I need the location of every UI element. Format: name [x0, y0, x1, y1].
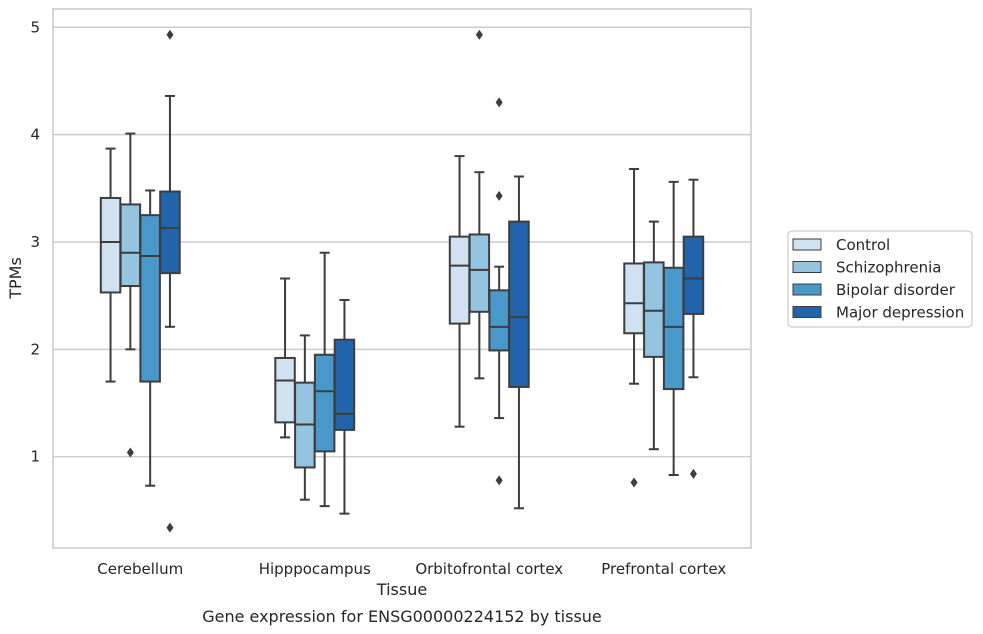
- outlier-point: [630, 477, 638, 488]
- y-tick-label: 4: [30, 126, 40, 144]
- outlier-point: [166, 29, 174, 40]
- x-tick-labels: Cerebellum Hipppocampus Orbitofrontal cort…: [97, 560, 726, 578]
- box-plot: [99, 147, 122, 383]
- x-tick-label: Orbitofrontal cortex: [415, 560, 563, 578]
- legend-swatch: [792, 283, 822, 296]
- y-tick-label: 2: [30, 340, 40, 358]
- y-axis-label: TPMs: [6, 257, 25, 300]
- box-plot: [643, 220, 665, 451]
- box-plot: [508, 175, 530, 510]
- box-plot: [623, 167, 645, 488]
- x-tick-label: Prefrontal cortex: [601, 560, 726, 578]
- iqr-box: [119, 203, 142, 288]
- x-tick-label: Hipppocampus: [259, 560, 371, 578]
- box-plot: [662, 180, 685, 476]
- box-plot: [139, 189, 161, 487]
- box-plot: [119, 132, 142, 458]
- outlier-point: [495, 475, 503, 486]
- outlier-point: [495, 190, 503, 201]
- iqr-box: [623, 262, 645, 335]
- iqr-box: [139, 214, 161, 383]
- iqr-box: [468, 233, 491, 313]
- x-tick-label: Cerebellum: [97, 560, 183, 578]
- box-plot: [682, 178, 705, 479]
- iqr-box: [159, 190, 181, 275]
- outlier-point: [126, 447, 134, 458]
- box-plot: [448, 155, 471, 428]
- box-plot: [159, 29, 181, 533]
- iqr-box: [448, 235, 471, 325]
- iqr-box: [488, 289, 510, 352]
- y-tick-label: 1: [30, 448, 40, 466]
- box-plot: [468, 29, 491, 380]
- y-tick-label: 5: [30, 18, 40, 36]
- outlier-point: [475, 29, 483, 40]
- legend: Control Schizophrenia Bipolar disorder Majo…: [787, 230, 973, 328]
- outlier-point: [166, 522, 174, 533]
- iqr-box: [313, 353, 336, 453]
- legend-label: Schizophrenia: [836, 259, 941, 277]
- box-plot: [274, 277, 296, 439]
- plot-frame: [52, 8, 752, 549]
- legend-label: Control: [836, 236, 890, 254]
- legend-box: [787, 230, 973, 328]
- box-plot: [294, 334, 316, 501]
- iqr-box: [508, 220, 530, 388]
- iqr-box: [682, 235, 705, 315]
- iqr-box: [333, 338, 356, 431]
- iqr-box: [99, 196, 122, 294]
- iqr-box: [643, 261, 665, 358]
- legend-label: Major depression: [836, 304, 964, 322]
- x-axis-label: Tissue: [376, 580, 427, 599]
- box-plot-area: [99, 29, 705, 533]
- legend-swatch: [792, 306, 822, 318]
- outlier-point: [689, 468, 697, 479]
- box-plot: [333, 298, 356, 515]
- box-plot: [313, 251, 336, 508]
- figure-caption: Gene expression for ENSG00000224152 by t…: [202, 607, 602, 626]
- iqr-box: [662, 266, 685, 391]
- y-tick-label: 3: [30, 233, 40, 251]
- iqr-box: [274, 356, 296, 424]
- box-plot: [488, 97, 510, 486]
- legend-swatch: [792, 261, 822, 273]
- outlier-point: [495, 97, 503, 108]
- y-tick-labels: 1 2 3 4 5: [30, 18, 40, 465]
- legend-swatch: [792, 238, 822, 251]
- legend-label: Bipolar disorder: [836, 281, 956, 299]
